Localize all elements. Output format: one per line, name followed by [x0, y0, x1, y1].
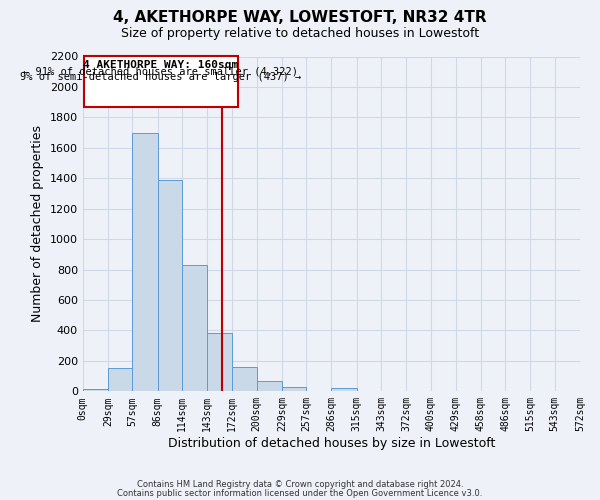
Bar — [158, 180, 182, 392]
Bar — [207, 332, 232, 392]
Bar — [232, 367, 257, 392]
Bar — [133, 132, 158, 392]
Bar — [84, 56, 238, 106]
Bar — [83, 389, 108, 392]
Text: 4, AKETHORPE WAY, LOWESTOFT, NR32 4TR: 4, AKETHORPE WAY, LOWESTOFT, NR32 4TR — [113, 10, 487, 25]
X-axis label: Distribution of detached houses by size in Lowestoft: Distribution of detached houses by size … — [168, 437, 495, 450]
Bar — [331, 388, 356, 392]
Text: Contains HM Land Registry data © Crown copyright and database right 2024.: Contains HM Land Registry data © Crown c… — [137, 480, 463, 489]
Text: Contains public sector information licensed under the Open Government Licence v3: Contains public sector information licen… — [118, 488, 482, 498]
Bar — [182, 265, 207, 392]
Text: 9% of semi-detached houses are larger (437) →: 9% of semi-detached houses are larger (4… — [20, 72, 301, 83]
Text: ← 91% of detached houses are smaller (4,322): ← 91% of detached houses are smaller (4,… — [23, 66, 298, 76]
Y-axis label: Number of detached properties: Number of detached properties — [31, 126, 44, 322]
Text: 4 AKETHORPE WAY: 160sqm: 4 AKETHORPE WAY: 160sqm — [83, 60, 238, 70]
Bar — [257, 382, 282, 392]
Text: Size of property relative to detached houses in Lowestoft: Size of property relative to detached ho… — [121, 28, 479, 40]
Bar — [282, 387, 306, 392]
Bar — [108, 368, 133, 392]
